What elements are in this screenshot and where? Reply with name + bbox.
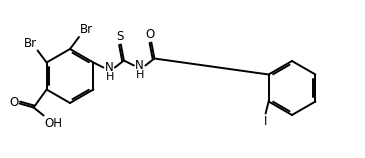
Text: Br: Br xyxy=(80,23,93,36)
Text: H: H xyxy=(106,72,114,82)
Text: O: O xyxy=(9,96,19,109)
Text: Br: Br xyxy=(23,36,36,49)
Text: OH: OH xyxy=(45,116,63,130)
Text: S: S xyxy=(116,30,124,43)
Text: H: H xyxy=(136,70,145,79)
Text: O: O xyxy=(146,27,155,40)
Text: N: N xyxy=(135,59,144,72)
Text: I: I xyxy=(264,115,267,128)
Text: N: N xyxy=(104,61,113,74)
